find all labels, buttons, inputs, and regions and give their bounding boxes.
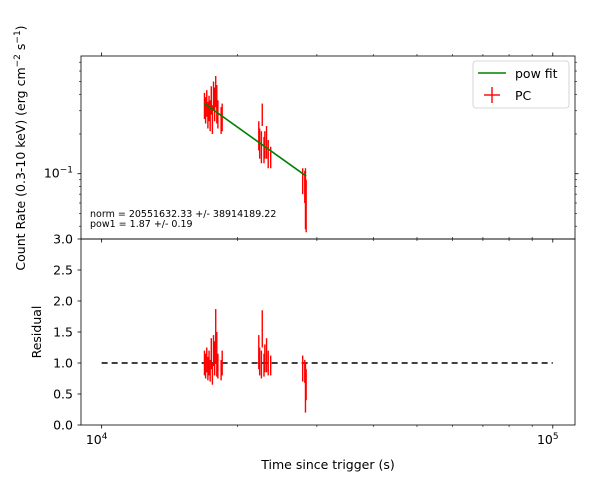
- residual-y-tick-label: 2.0: [53, 294, 73, 309]
- top-y-tick-label: 10−1: [44, 166, 73, 181]
- fit-annotation-pow1: pow1 = 1.87 +/- 0.19: [90, 219, 193, 230]
- residual-y-tick-label: 0.5: [53, 387, 73, 402]
- ylabel-exponent: −1: [13, 30, 23, 43]
- legend-pow-fit-label: pow fit: [515, 66, 558, 81]
- x-tick-label: 105: [537, 432, 559, 447]
- x-tick-label-base: 10: [537, 432, 553, 447]
- top-y-tick-label-exponent: −1: [60, 166, 73, 176]
- axis-labels: Time since trigger (s) Count Rate (0.3-10…: [13, 25, 395, 472]
- ylabel-part: s: [13, 44, 28, 55]
- x-axis-label: Time since trigger (s): [260, 457, 394, 472]
- residual-y-tick-label: 1.5: [53, 325, 73, 340]
- legend-pc-label: PC: [515, 88, 532, 103]
- residual-y-tick-label: 3.0: [53, 232, 73, 247]
- x-tick-label-base: 10: [86, 432, 102, 447]
- fit-annotation-norm: norm = 20551632.33 +/- 38914189.22: [90, 209, 276, 220]
- x-tick-label: 104: [86, 432, 108, 447]
- residual-y-tick-label: 0.0: [53, 418, 73, 433]
- x-tick-label-exponent: 5: [553, 432, 559, 442]
- residual-axis-label: Residual: [29, 306, 44, 359]
- residual-y-tick-label: 1.0: [53, 356, 73, 371]
- residual-y-tick-label: 2.5: [53, 263, 73, 278]
- top-y-tick-label-base: 10: [44, 166, 60, 181]
- x-tick-label-exponent: 4: [102, 432, 108, 442]
- pow-fit-line: [203, 102, 307, 177]
- ylabel-part: ): [13, 25, 28, 30]
- count-rate-axis-label: Count Rate (0.3-10 keV) (erg cm−2 s−1): [13, 25, 28, 270]
- ylabel-exponent: −2: [13, 54, 23, 67]
- ylabel-part: Count Rate (0.3-10 keV) (erg cm: [13, 67, 28, 270]
